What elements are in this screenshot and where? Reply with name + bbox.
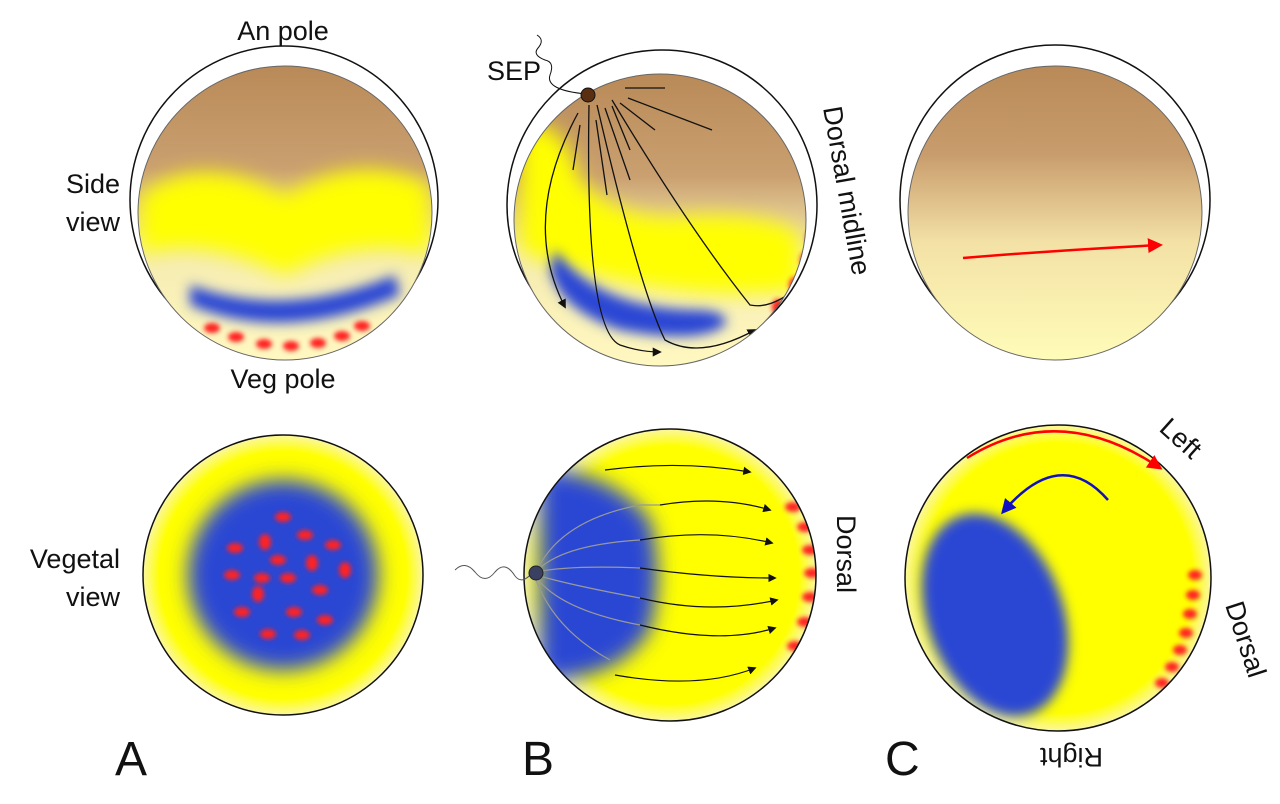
panel-b-side-view [506,34,818,367]
panel-letter-a: A [115,733,147,786]
red-dots-dorsal [1155,570,1202,688]
panel-letter-c: C [885,733,920,786]
embryo-outline [142,434,424,716]
yellow-crescent [520,125,800,294]
panel-letter-b: B [522,733,554,786]
yellow-crescent [140,169,430,275]
dorsal-midline-label: Dorsal midline [817,104,876,278]
rotation-arrow-red [966,430,1163,470]
sep-label: SEP [487,56,541,86]
transport-arrows [544,99,806,357]
panel-a-side-view [129,45,439,361]
blue-band [550,250,726,337]
embryo-outline [904,424,1212,732]
sperm-tail [535,34,587,95]
panel-a-vegetal-view [142,434,424,716]
panel-c-vegetal-view [904,424,1212,732]
blue-band [190,275,400,323]
left-label: Left [1154,412,1208,465]
veg-pole-label: Veg pole [230,364,335,394]
red-dots [204,321,370,351]
embryo-cytoplasm [908,66,1202,360]
panel-b-vegetal-view [454,428,817,722]
microtubule-array [572,87,713,196]
rotation-arrow-blue [1001,474,1109,515]
dorsal-label-c: Dorsal [1219,598,1272,681]
sperm-tail [454,565,533,581]
sperm-entry-point [528,565,544,581]
right-label: Right [1039,742,1103,772]
red-dots [224,512,351,640]
vegetal-label: Vegetal [30,544,120,574]
view-label-2: view [66,582,121,612]
dorsal-label-b: Dorsal [831,515,861,593]
embryo-outline [523,428,817,722]
side-label: Side [66,169,120,199]
blue-vegetal-region [540,470,658,680]
view-label: view [66,207,121,237]
rotation-arrow-red [962,238,1163,260]
an-pole-label: An pole [237,16,329,46]
blue-vegetal-region [921,513,1069,717]
transport-arrows [535,464,779,682]
sperm-entry-point [580,87,596,103]
panel-c-side-view [899,44,1211,361]
